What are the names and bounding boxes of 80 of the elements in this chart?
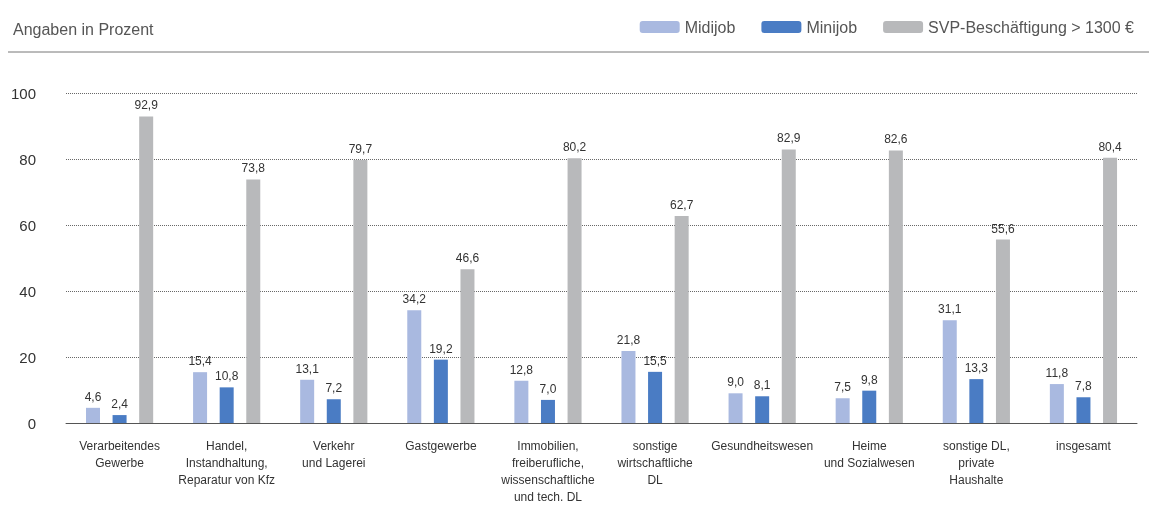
data-label: 92,9 — [134, 98, 159, 113]
data-label: 15,5 — [643, 353, 668, 368]
data-label: 12,8 — [509, 362, 534, 377]
y-tick-label: 20 — [19, 348, 37, 366]
bar — [728, 393, 743, 423]
x-tick-label: Verarbeitendes Gewerbe — [79, 438, 160, 470]
bar — [85, 407, 100, 423]
data-label: 7,8 — [1075, 379, 1093, 394]
y-tick-label: 40 — [19, 282, 37, 300]
data-label: 82,9 — [777, 131, 801, 146]
bar — [674, 216, 689, 423]
data-label: 15,4 — [188, 354, 213, 369]
data-label: 21,8 — [616, 333, 641, 348]
bar — [648, 371, 663, 423]
bar — [942, 320, 957, 423]
bar — [139, 116, 154, 423]
data-label: 19,2 — [429, 341, 453, 356]
data-label: 11,8 — [1045, 366, 1069, 381]
x-tick-label: sonstige wirtschaftliche DL — [616, 438, 694, 487]
bar — [567, 158, 582, 423]
x-tick-label: Gesundheitswesen — [711, 438, 814, 453]
data-label: 55,6 — [991, 221, 1015, 236]
bar — [995, 239, 1010, 423]
data-label: 31,1 — [938, 302, 962, 317]
bar — [246, 179, 261, 423]
legend-label: Minijob — [806, 18, 858, 36]
data-label: 13,1 — [295, 361, 320, 376]
x-tick-label: Verkehr und Lagerei — [302, 438, 366, 470]
bar — [888, 150, 903, 423]
data-label: 79,7 — [348, 141, 373, 156]
data-label: 80,4 — [1098, 139, 1123, 154]
bar — [460, 269, 475, 423]
bar — [300, 379, 315, 423]
bar — [781, 149, 796, 423]
data-label: 73,8 — [241, 161, 266, 176]
data-label: 7,5 — [834, 380, 852, 395]
data-label: 9,8 — [860, 372, 878, 387]
bar — [835, 398, 850, 423]
legend-label: SVP-Beschäftigung > 1300 € — [928, 18, 1135, 36]
data-label: 62,7 — [669, 198, 694, 213]
data-label: 4,6 — [84, 389, 102, 404]
data-label: 80,2 — [562, 140, 587, 155]
data-label: 82,6 — [884, 132, 908, 147]
bar — [621, 351, 636, 423]
x-tick-label: insgesamt — [1056, 438, 1112, 453]
bar — [1076, 397, 1091, 423]
y-tick-label: 80 — [19, 150, 37, 168]
data-label: 7,0 — [539, 381, 557, 396]
data-label: 9,0 — [727, 375, 745, 390]
bar — [407, 310, 422, 423]
bar — [1103, 157, 1118, 423]
data-label: 8,1 — [753, 378, 771, 393]
legend-label: Midijob — [684, 18, 736, 36]
x-tick-label: Immobilien, freiberufliche, wissenschaftliche und tech. DL — [500, 438, 595, 504]
x-tick-label: Gastgewerbe — [405, 438, 477, 453]
bar — [219, 387, 234, 423]
chart-title: Angaben in Prozent — [13, 20, 155, 38]
bar — [112, 415, 127, 423]
bar — [969, 379, 984, 423]
data-label: 46,6 — [455, 251, 480, 266]
bar — [514, 380, 529, 423]
bar — [433, 359, 448, 423]
bar — [1049, 384, 1064, 423]
x-tick-label: Heime und Sozialwesen — [823, 438, 915, 470]
x-tick-label: Handel, Instandhaltung, Reparatur von Kfz — [178, 438, 276, 487]
bar — [862, 390, 877, 423]
data-label: 7,2 — [325, 381, 343, 396]
x-tick-label: sonstige DL, private Haushalte — [943, 438, 1010, 487]
y-tick-label: 60 — [19, 216, 37, 234]
data-label: 13,3 — [964, 361, 989, 376]
bar — [540, 399, 555, 423]
bar — [755, 396, 770, 423]
y-tick-label: 0 — [27, 414, 37, 432]
data-label: 10,8 — [214, 369, 239, 384]
bar — [193, 372, 208, 423]
data-label: 34,2 — [402, 292, 427, 307]
data-label: 2,4 — [111, 397, 129, 412]
bar — [326, 399, 341, 423]
bar — [353, 159, 368, 423]
y-tick-label: 100 — [11, 84, 37, 102]
